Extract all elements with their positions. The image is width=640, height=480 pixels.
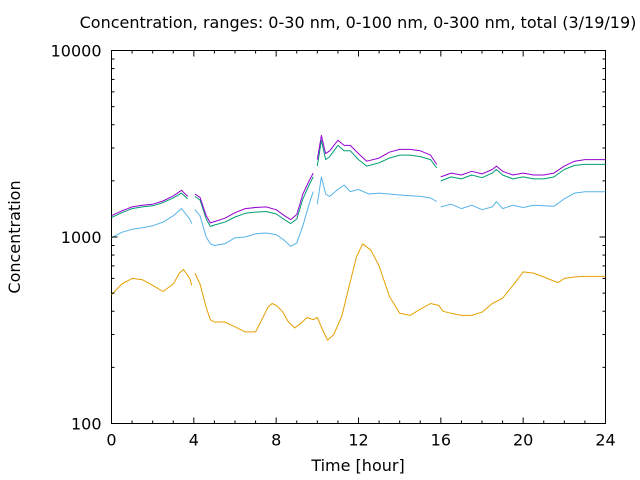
series-3-line [440, 163, 606, 182]
series-2-line [194, 191, 314, 247]
x-tick-label: 0 [106, 431, 116, 450]
series-2-line [440, 191, 606, 211]
x-axis-label: Time [hour] [310, 456, 404, 475]
x-tick-label: 4 [189, 431, 199, 450]
x-tick-label: 12 [348, 431, 368, 450]
x-tick-label: 16 [431, 431, 451, 450]
series-4-line [316, 135, 438, 165]
series-3-line [194, 176, 314, 227]
series-1-line [111, 268, 193, 296]
axis-layer: 0 4 8 12 16 20 24 100 1000 10000 [51, 42, 616, 450]
y-tick-label: 100 [71, 415, 102, 434]
plot-frame [111, 50, 606, 424]
x-tick-label: 24 [595, 431, 615, 450]
series-4-line [111, 189, 189, 217]
y-tick-label: 1000 [61, 228, 102, 247]
series-1-line [194, 243, 606, 341]
chart-title: Concentration, ranges: 0-30 nm, 0-100 nm… [80, 13, 637, 32]
series-2-line [316, 176, 437, 205]
x-tick-label: 8 [271, 431, 281, 450]
series-2-line [111, 208, 193, 239]
y-axis-label: Concentration [5, 180, 24, 293]
series-3-line [111, 192, 189, 219]
x-tick-label: 20 [513, 431, 533, 450]
y-tick-label: 10000 [51, 42, 102, 61]
series-layer [111, 135, 606, 341]
series-3-line [316, 139, 438, 169]
series-4-line [194, 172, 314, 224]
series-4-line [440, 159, 606, 178]
